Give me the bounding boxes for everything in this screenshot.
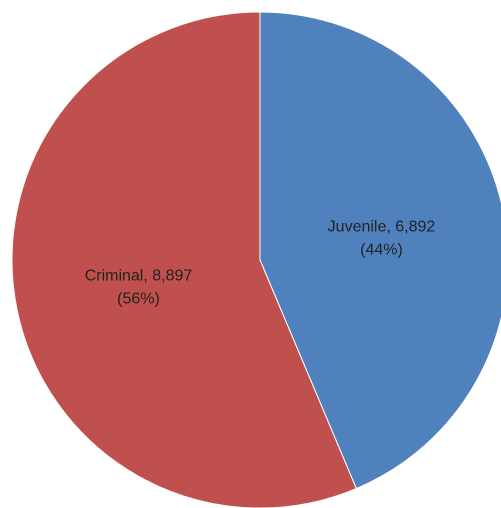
labels-layer: Juvenile, 6,892 (44%) Criminal, 8,897 (56%) <box>85 218 436 307</box>
slice-label-criminal: Criminal, 8,897 <box>85 268 193 285</box>
slice-label-juvenile: Juvenile, 6,892 <box>328 218 436 235</box>
slices-layer <box>11 11 501 508</box>
slice-percent-criminal: (56%) <box>117 291 160 308</box>
pie-slice-criminal <box>11 11 357 508</box>
pie-slice-juvenile <box>259 11 501 490</box>
slice-percent-juvenile: (44%) <box>360 241 403 258</box>
